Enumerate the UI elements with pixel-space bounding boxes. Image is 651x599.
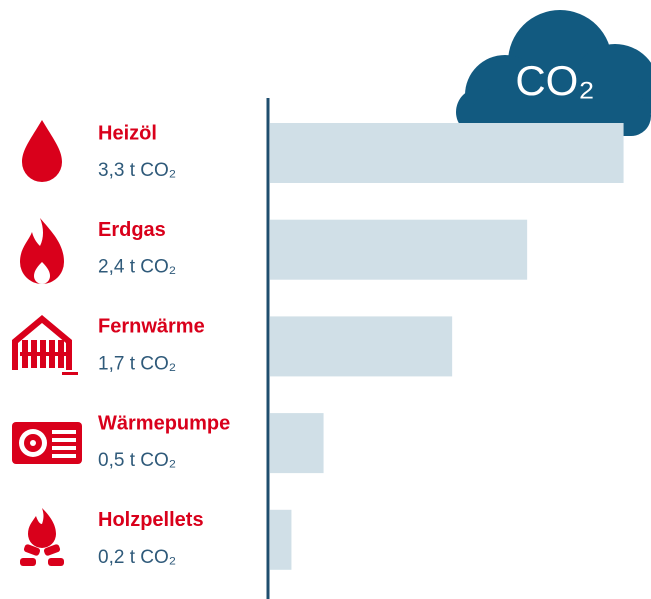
cloud [456, 10, 651, 136]
category-label: Fernwärme [98, 316, 205, 338]
bar [270, 316, 453, 377]
bar [270, 509, 292, 570]
bar [270, 219, 528, 280]
value-label: 0,5 t CO₂ [98, 450, 176, 471]
value-label: 1,7 t CO₂ [98, 353, 176, 374]
category-label: Holzpellets [98, 509, 204, 531]
bar [270, 413, 324, 474]
category-label: Erdgas [98, 219, 166, 241]
cloud-label: CO₂ [515, 57, 594, 104]
value-label: 0,2 t CO₂ [98, 547, 176, 568]
category-label: Heizöl [98, 122, 157, 144]
value-label: 2,4 t CO₂ [98, 257, 176, 278]
icons [12, 120, 82, 566]
value-label: 3,3 t CO₂ [98, 160, 176, 181]
category-label: Wärmepumpe [98, 412, 230, 434]
bar [270, 123, 624, 183]
